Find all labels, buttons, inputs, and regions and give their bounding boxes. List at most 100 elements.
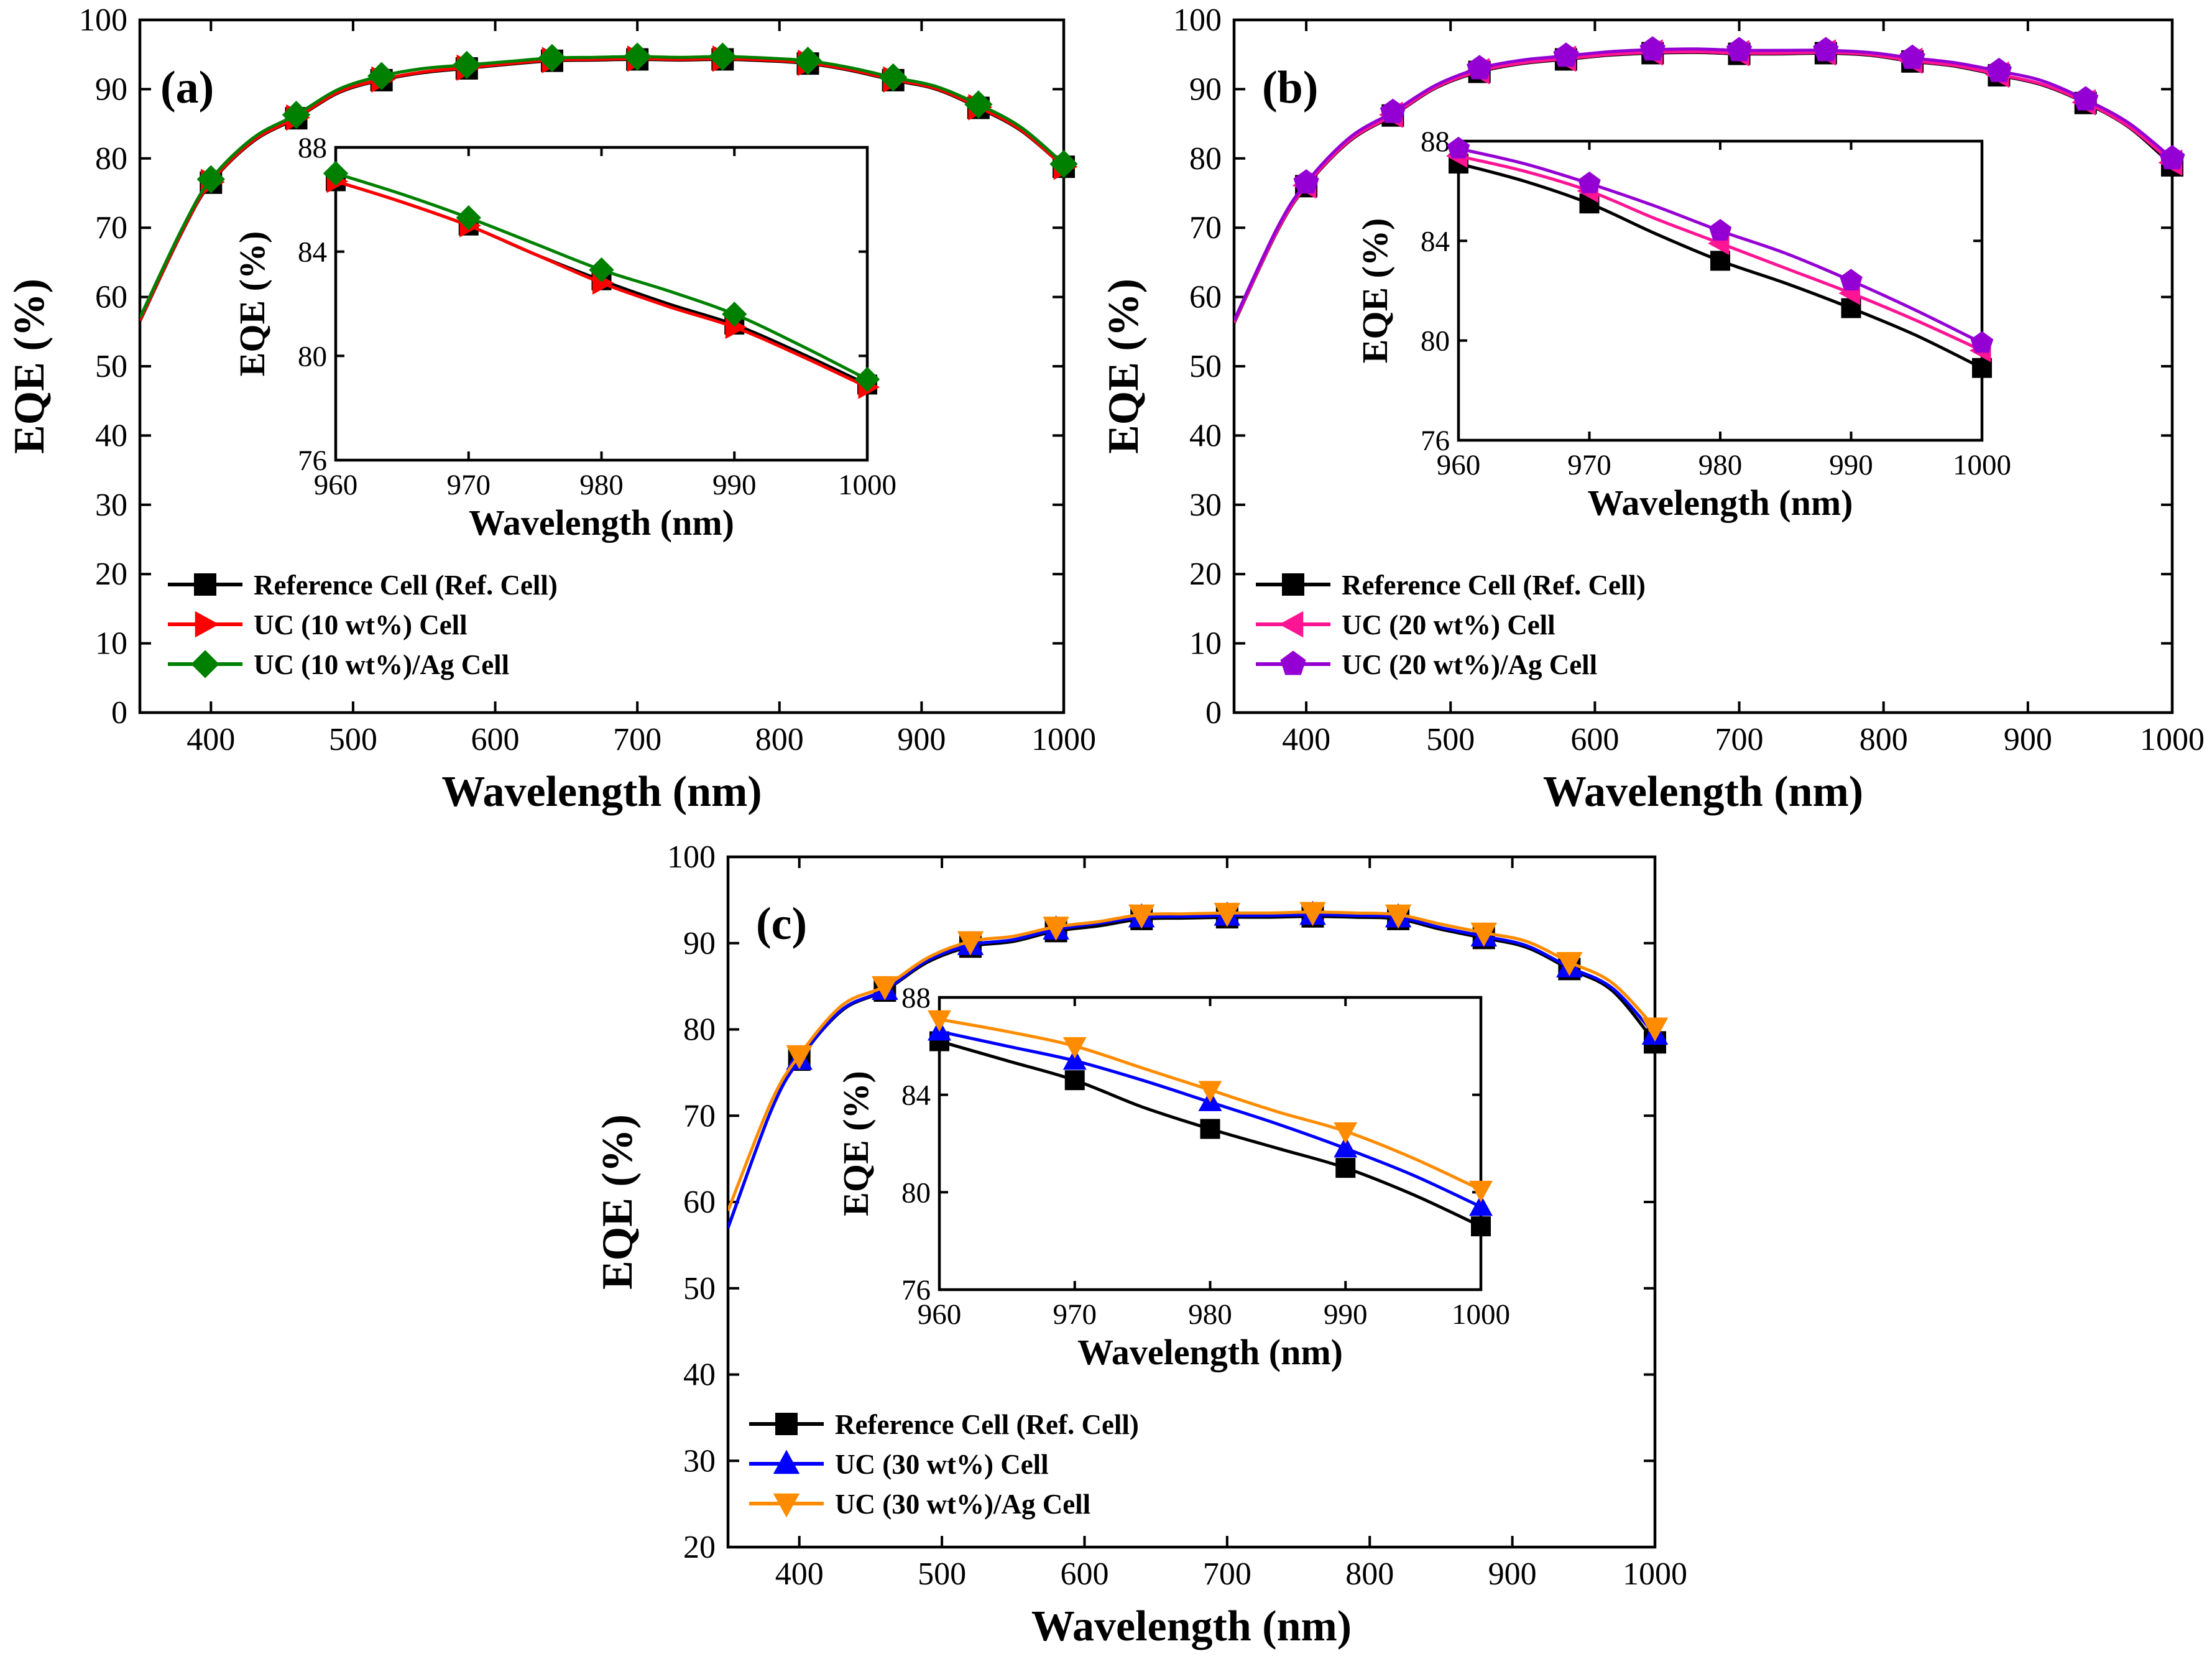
inset-x-tick-label: 990 — [712, 469, 757, 501]
inset-x-tick-label: 980 — [1698, 449, 1743, 481]
y-tick-label: 10 — [1189, 626, 1222, 662]
inset-x-tick-label: 1000 — [1953, 449, 2011, 481]
series-marker-3 — [1043, 917, 1069, 941]
panel-label: (b) — [1262, 62, 1318, 113]
inset-series-marker-3 — [1469, 1180, 1493, 1203]
legend: Reference Cell (Ref. Cell) UC (10 wt%) Ce… — [168, 570, 558, 680]
series-marker-3 — [1553, 42, 1579, 67]
x-tick-label: 500 — [329, 722, 377, 757]
y-tick-label: 0 — [1205, 695, 1222, 731]
y-tick-label: 60 — [683, 1185, 716, 1220]
inset-series-marker-2 — [1469, 1194, 1493, 1216]
y-axis-label: EQE (%) — [1100, 279, 1148, 454]
legend-label-2: UC (10 wt%) Cell — [254, 609, 468, 640]
y-tick-label: 20 — [95, 557, 127, 592]
inset-series-marker-3 — [854, 366, 880, 392]
series-marker-3 — [878, 63, 908, 92]
inset-panel-1: 960 970 980 990 1000 76 80 84 88 Wavelength (nm) E… — [232, 132, 896, 543]
series-marker-3 — [282, 100, 311, 129]
legend-label-3: UC (20 wt%)/Ag Cell — [1342, 649, 1597, 680]
inset-panel-2: 960 970 980 990 1000 76 80 84 88 Wavelength (nm) E… — [1355, 126, 2011, 523]
series-marker-3 — [1380, 98, 1406, 123]
series-marker-3 — [1556, 951, 1583, 976]
inset-series-marker-3 — [1708, 219, 1732, 241]
series-marker-3 — [957, 931, 984, 956]
series-marker-3 — [538, 44, 566, 72]
series-marker-3 — [1986, 57, 2012, 82]
inset-x-tick-label: 990 — [1829, 449, 1873, 481]
chart-panel-1: 400 500 600 700 800 900 1000010203040506070809… — [6, 2, 1096, 816]
series-marker-3 — [1214, 902, 1241, 927]
series-marker-3 — [196, 165, 225, 193]
legend-marker-3 — [773, 1493, 800, 1518]
y-tick-label: 40 — [683, 1357, 716, 1393]
inset-x-tick-label: 990 — [1324, 1298, 1368, 1331]
x-tick-label: 600 — [1570, 722, 1619, 757]
y-tick-label: 20 — [1189, 557, 1222, 592]
inset-series-marker-3 — [1970, 331, 1994, 353]
y-tick-label: 60 — [1189, 280, 1222, 315]
x-tick-label: 600 — [1060, 1556, 1108, 1592]
inset-y-axis-label: EQE (%) — [1355, 218, 1395, 364]
y-tick-label: 70 — [95, 210, 127, 246]
x-axis-label: Wavelength (nm) — [441, 768, 762, 816]
inset-y-tick-label: 80 — [298, 340, 327, 372]
y-tick-label: 0 — [111, 695, 127, 731]
y-tick-label: 40 — [1189, 418, 1222, 453]
inset-y-tick-label: 88 — [1421, 126, 1450, 158]
series-line-2 — [728, 913, 1655, 1229]
legend-marker-1 — [1282, 573, 1304, 596]
inset-y-tick-label: 84 — [1421, 225, 1450, 257]
chart-panel-3: 400 500 600 700 800 900 1000 20 30 40 50 60 70 80 90 10… — [594, 839, 1687, 1650]
inset-y-axis-label: EQE (%) — [836, 1071, 876, 1216]
legend-label-1: Reference Cell (Ref. Cell) — [1342, 570, 1646, 601]
inset-series-marker-3 — [1198, 1081, 1222, 1102]
x-tick-label: 900 — [2004, 722, 2052, 757]
inset-panel-3: 960 970 980 990 1000 76 80 84 88 Wavelength (nm) E… — [836, 982, 1510, 1372]
y-tick-label: 30 — [683, 1443, 716, 1479]
y-tick-label: 30 — [95, 488, 127, 523]
series-marker-3 — [1049, 150, 1078, 178]
series-marker-3 — [2159, 145, 2185, 170]
series-marker-3 — [872, 976, 898, 1001]
panel-label: (c) — [756, 899, 807, 950]
series-marker-3 — [1726, 37, 1753, 62]
inset-x-tick-label: 980 — [1188, 1298, 1232, 1331]
inset-y-tick-label: 80 — [901, 1176, 931, 1209]
inset-x-tick-label: 970 — [447, 469, 491, 501]
x-tick-label: 800 — [1345, 1556, 1394, 1592]
inset-x-tick-label: 970 — [1567, 449, 1611, 481]
y-tick-label: 60 — [95, 280, 127, 315]
legend-marker-1 — [194, 573, 216, 596]
inset-y-tick-label: 84 — [901, 1079, 931, 1112]
series-marker-3 — [964, 90, 993, 119]
inset-series-marker-2 — [1334, 1135, 1358, 1158]
x-tick-label: 400 — [775, 1556, 824, 1592]
inset-series-marker-3 — [1334, 1122, 1358, 1144]
series-marker-3 — [1385, 904, 1412, 929]
inset-plot-frame — [938, 996, 1483, 1292]
x-axis-label: Wavelength (nm) — [1031, 1602, 1352, 1650]
inset-series-marker-1 — [1200, 1119, 1220, 1139]
inset-series-marker-1 — [1972, 358, 1992, 378]
x-tick-label: 800 — [755, 722, 804, 757]
series-marker-3 — [1813, 37, 1839, 62]
inset-series-marker-1 — [1471, 1216, 1491, 1237]
series-marker-3 — [793, 47, 823, 75]
series-marker-3 — [786, 1045, 813, 1070]
x-tick-label: 1000 — [2140, 722, 2205, 757]
y-tick-label: 40 — [95, 418, 127, 453]
y-tick-label: 100 — [1173, 2, 1222, 38]
inset-y-tick-label: 76 — [1421, 425, 1450, 457]
inset-series-marker-3 — [928, 1010, 951, 1032]
inset-x-tick-label: 960 — [918, 1298, 962, 1331]
x-tick-label: 500 — [1426, 722, 1475, 757]
series-marker-3 — [1641, 1017, 1669, 1042]
inset-series-marker-3 — [1578, 171, 1601, 193]
legend-label-1: Reference Cell (Ref. Cell) — [835, 1409, 1139, 1440]
x-tick-label: 400 — [187, 722, 235, 757]
y-tick-label: 50 — [1189, 349, 1222, 384]
inset-y-tick-label: 76 — [901, 1274, 931, 1306]
inset-y-tick-label: 84 — [298, 236, 327, 269]
legend-marker-2 — [1279, 611, 1304, 638]
